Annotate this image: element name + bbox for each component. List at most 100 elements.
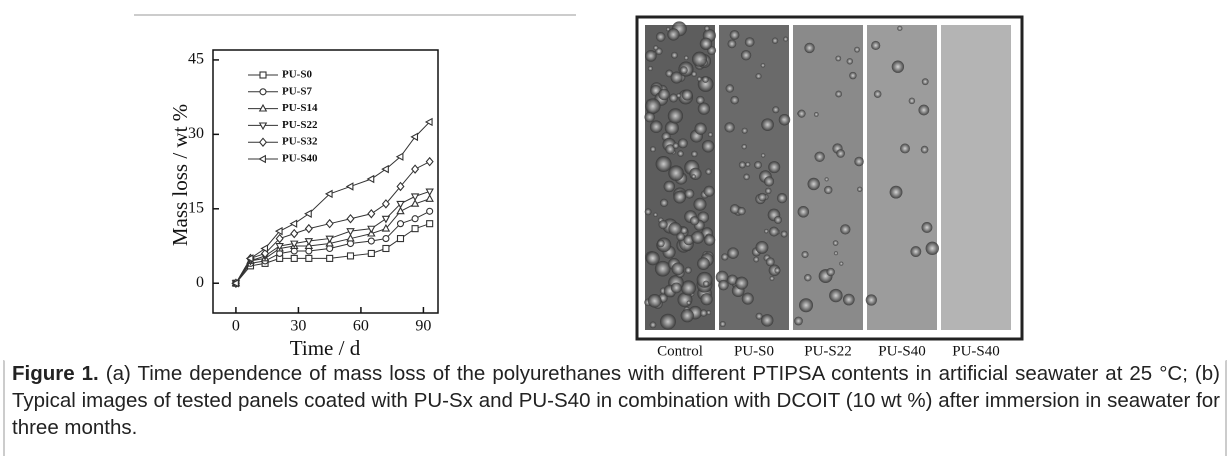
x-tick-label: 30 [290,318,306,335]
marker [381,215,391,224]
texture [744,37,755,47]
marker [381,164,389,174]
texture [794,316,803,326]
caption-text: (a) Time dependence of mass loss of the … [12,362,1220,439]
texture [921,78,929,86]
texture [645,98,661,114]
texture [758,192,767,202]
legend-marker [259,88,267,96]
texture [871,40,881,51]
texture [645,50,657,62]
texture [764,228,769,234]
photo-label: PU-S40 [878,343,926,359]
marker [345,182,354,191]
texture [918,104,930,116]
texture [680,280,696,296]
texture [908,97,916,105]
texture [778,113,791,126]
caption: Figure 1. (a) Time dependence of mass lo… [12,360,1220,441]
marker [275,233,284,244]
texture [760,63,766,68]
plot-frame [212,49,439,314]
texture [705,168,712,175]
texture [653,212,658,217]
texture [699,37,713,50]
texture [813,112,819,117]
texture [755,240,769,254]
texture [755,73,762,80]
legend-marker [258,122,268,131]
marker [290,228,299,239]
x-axis-label: Time / d [290,336,361,360]
texture [680,226,688,235]
texture [649,120,663,134]
texture [737,207,746,216]
texture [691,150,698,158]
x-tick-label: 0 [232,318,240,335]
texture [842,293,855,306]
legend-label: PU-S7 [282,85,312,97]
texture [683,55,689,61]
texture [738,161,746,169]
texture [700,293,713,306]
photo-label: PU-S22 [804,343,852,359]
photo [867,25,937,330]
texture [769,226,779,237]
photo-panel [635,15,1024,341]
texture [857,186,863,192]
texture [873,90,882,98]
texture [832,240,839,246]
texture [686,300,691,305]
texture [743,173,750,181]
texture [833,251,839,256]
texture [684,188,695,199]
texture [807,177,820,191]
texture [677,138,688,149]
x-tick-label: 90 [415,318,431,335]
texture [897,25,903,31]
texture [647,66,653,71]
texture [900,143,910,154]
marker [381,199,390,209]
texture [799,298,814,313]
legend-label: PU-S22 [282,119,318,131]
texture [668,222,682,236]
texture [650,146,656,153]
y-tick-label: 0 [196,274,204,291]
marker [304,238,314,246]
texture [645,251,660,266]
texture [797,109,806,118]
texture [691,51,708,67]
texture [696,95,705,105]
marker [290,240,299,249]
texture [727,247,739,259]
texture [718,279,729,291]
marker [410,132,419,142]
texture [804,274,812,282]
texture [670,71,683,84]
texture [840,224,851,235]
texture [668,165,684,181]
texture [659,198,669,207]
marker [411,215,419,223]
marker [366,174,375,184]
marker [382,235,390,243]
marker [274,226,283,236]
texture [658,219,668,230]
texture [776,193,788,204]
marker [325,218,334,229]
caption-label: Figure 1. [12,362,99,385]
texture [774,215,782,224]
y-tick-label: 45 [188,51,204,68]
marker [346,228,355,236]
texture [654,260,671,277]
photo-label: PU-S0 [734,343,774,359]
texture [783,36,789,42]
texture [829,288,843,303]
marker [346,252,355,260]
texture [740,50,752,61]
texture [729,204,740,214]
texture [667,108,684,124]
